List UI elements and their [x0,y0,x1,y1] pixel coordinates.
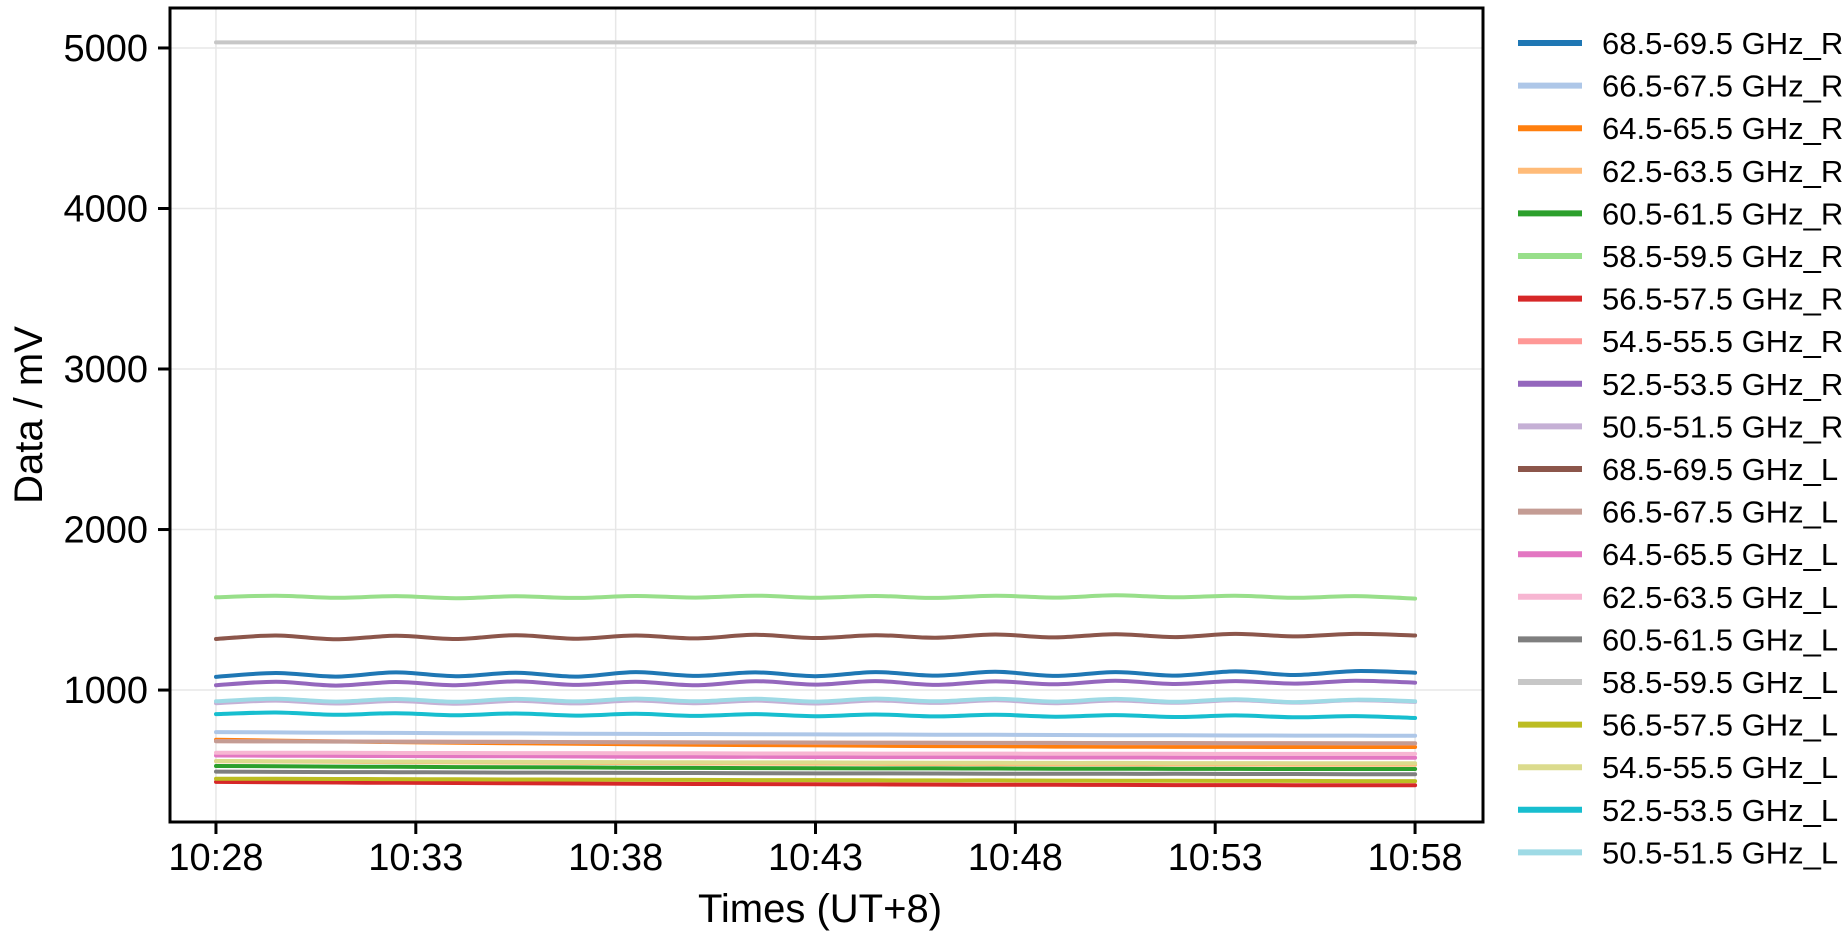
legend-label: 60.5-61.5 GHz_L [1602,622,1838,657]
series-line-5 [214,593,1418,601]
x-tick-label: 10:33 [368,837,463,879]
legend-label: 50.5-51.5 GHz_R [1602,409,1843,444]
series-line-14 [214,769,1418,777]
series-line-1 [214,730,1418,738]
legend-item: 50.5-51.5 GHz_R [1518,409,1843,444]
legend-label: 62.5-63.5 GHz_R [1602,154,1843,189]
series-line-11 [214,739,1418,746]
legend-label: 60.5-61.5 GHz_R [1602,196,1843,231]
y-tick-label: 2000 [63,510,148,552]
series-line-17 [214,759,1418,766]
y-axis-label: Data / mV [7,326,51,504]
axes-spines [168,6,1485,824]
x-tick-label: 10:28 [168,837,263,879]
legend-label: 62.5-63.5 GHz_L [1602,580,1838,615]
legend-item: 66.5-67.5 GHz_L [1518,495,1838,530]
x-tick-label: 10:48 [968,837,1063,879]
legend-item: 68.5-69.5 GHz_L [1518,452,1838,487]
legend-label: 68.5-69.5 GHz_R [1602,26,1843,61]
legend-item: 50.5-51.5 GHz_L [1518,835,1838,870]
legend-label: 58.5-59.5 GHz_R [1602,239,1843,274]
x-tick-label: 10:58 [1368,837,1463,879]
legend-item: 60.5-61.5 GHz_R [1518,196,1843,231]
legend-item: 58.5-59.5 GHz_L [1518,665,1838,700]
series-layer [214,40,1418,788]
legend-label: 50.5-51.5 GHz_L [1602,835,1838,870]
legend-item: 54.5-55.5 GHz_R [1518,324,1843,359]
legend-item: 56.5-57.5 GHz_L [1518,708,1838,743]
series-line-12 [214,753,1418,760]
y-tick-label: 4000 [63,188,148,230]
x-tick-label: 10:43 [768,837,863,879]
legend-item: 66.5-67.5 GHz_R [1518,69,1843,104]
legend-item: 64.5-65.5 GHz_R [1518,111,1843,146]
series-line-6 [214,779,1418,788]
grid-layer [170,8,1483,822]
y-tick-label: 3000 [63,349,148,391]
tick-layer: 10:28 10:33 10:38 10:43 10:48 10:53 10:58 1000 2… [63,28,1462,879]
legend-label: 52.5-53.5 GHz_L [1602,793,1838,828]
series-line-19 [214,696,1418,705]
legend-label: 64.5-65.5 GHz_L [1602,537,1838,572]
series-line-16 [214,776,1418,784]
y-tick-label: 1000 [63,670,148,712]
legend-label: 66.5-67.5 GHz_R [1602,69,1843,104]
series-line-18 [214,710,1418,720]
series-line-8 [214,678,1418,688]
legend-item: 62.5-63.5 GHz_R [1518,154,1843,189]
x-tick-label: 10:38 [568,837,663,879]
legend-label: 64.5-65.5 GHz_R [1602,111,1843,146]
plot-border [168,6,1485,824]
legend-item: 64.5-65.5 GHz_L [1518,537,1838,572]
legend-item: 68.5-69.5 GHz_R [1518,26,1843,61]
x-axis-label: Times (UT+8) [698,887,942,931]
legend-label: 52.5-53.5 GHz_R [1602,367,1843,402]
series-line-13 [214,750,1418,756]
legend-item: 52.5-53.5 GHz_L [1518,793,1838,828]
legend-label: 56.5-57.5 GHz_L [1602,708,1838,743]
legend-item: 60.5-61.5 GHz_L [1518,622,1838,657]
legend-label: 68.5-69.5 GHz_L [1602,452,1838,487]
series-line-0 [214,669,1418,679]
legend-label: 54.5-55.5 GHz_R [1602,324,1843,359]
legend-label: 58.5-59.5 GHz_L [1602,665,1838,700]
legend-item: 62.5-63.5 GHz_L [1518,580,1838,615]
legend-label: 66.5-67.5 GHz_L [1602,495,1838,530]
legend: 68.5-69.5 GHz_R 66.5-67.5 GHz_R 64.5-65.5 … [1518,26,1843,870]
legend-item: 52.5-53.5 GHz_R [1518,367,1843,402]
legend-label: 54.5-55.5 GHz_L [1602,750,1838,785]
y-tick-label: 5000 [63,28,148,70]
legend-item: 56.5-57.5 GHz_R [1518,282,1843,317]
legend-item: 58.5-59.5 GHz_R [1518,239,1843,274]
legend-label: 56.5-57.5 GHz_R [1602,282,1843,317]
series-line-4 [214,764,1418,772]
series-line-10 [214,631,1418,642]
x-tick-label: 10:53 [1168,837,1263,879]
legend-item: 54.5-55.5 GHz_L [1518,750,1838,785]
